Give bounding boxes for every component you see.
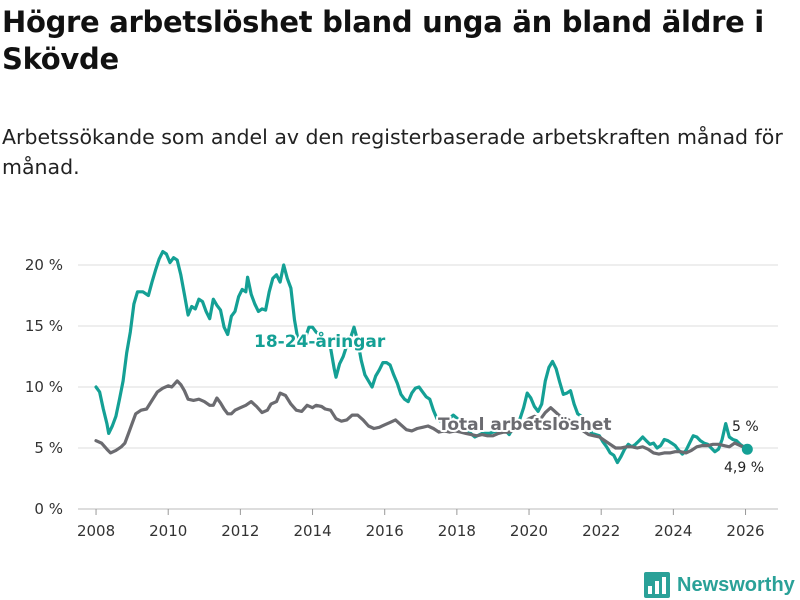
endpoint-marker[interactable] [741,443,753,455]
youth-end-value-label: 5 % [732,419,759,435]
x-tick-label: 2008 [77,522,115,540]
youth-series-label: 18-24-åringar [254,330,386,352]
total-end-value-label: 4,9 % [724,460,764,476]
youth-series-line[interactable] [94,250,749,465]
y-tick-label: 5 % [34,439,63,457]
brand-logo[interactable]: Newsworthy [644,570,795,600]
chart-subtitle: Arbetssökande som andel av den registerb… [2,125,783,179]
y-tick-label: 0 % [34,500,63,518]
chart-title: Högre arbetslöshet bland unga än bland ä… [2,5,764,76]
x-tick-label: 2018 [438,522,476,540]
x-tick-label: 2026 [726,522,764,540]
x-tick-label: 2012 [221,522,259,540]
y-tick-label: 20 % [25,256,63,274]
x-tick-label: 2016 [366,522,404,540]
y-tick-label: 10 % [25,378,63,396]
y-tick-label: 15 % [25,317,63,335]
x-tick-label: 2014 [293,522,331,540]
brand-name: Newsworthy [677,573,795,596]
x-tick-label: 2024 [654,522,692,540]
x-tick-label: 2022 [582,522,620,540]
x-tick-label: 2020 [510,522,548,540]
x-tick-label: 2010 [149,522,187,540]
total-series-label: Total arbetslöshet [438,415,612,435]
total-series-line[interactable] [94,379,749,456]
newsworthy-logo-icon [644,572,670,598]
